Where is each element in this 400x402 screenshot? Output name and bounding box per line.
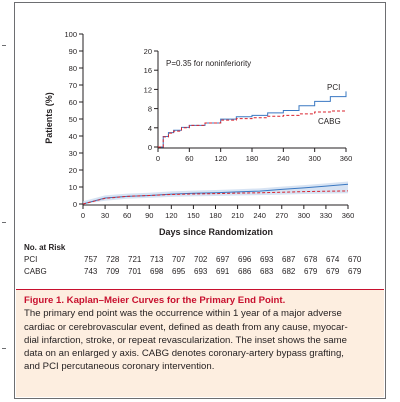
at-risk-cell: 679 [304, 267, 318, 276]
inset-label-pci: PCI [327, 83, 340, 92]
at-risk-cell: 686 [238, 267, 252, 276]
x-tick-label: 60 [123, 211, 131, 220]
km-chart: Patients (%) Days since Randomization 0 1… [44, 30, 356, 237]
caption-line: data on an enlarged y axis. CABG denotes… [24, 348, 344, 360]
inset-x-tick-label: 180 [246, 154, 259, 163]
x-tick-label: 360 [342, 211, 355, 220]
at-risk-cell: 679 [326, 267, 340, 276]
x-tick-label: 150 [187, 211, 200, 220]
margin-mark [2, 45, 6, 46]
caption-line: cardiac or cerebrovascular event, define… [24, 321, 348, 333]
at-risk-cell: 702 [194, 255, 208, 264]
x-tick-label: 120 [165, 211, 178, 220]
inset-x-tick-label: 120 [214, 154, 227, 163]
figure-label: Figure 1. [24, 295, 64, 306]
figure-title: Kaplan–Meier Curves for the Primary End … [66, 295, 286, 306]
at-risk-cell: 721 [128, 255, 142, 264]
inset-x-tick-label: 300 [308, 154, 321, 163]
inset-series [158, 91, 347, 148]
at-risk-values-pci: 757 728 721 713 707 702 697 696 693 687 … [84, 254, 370, 266]
main-series [82, 181, 349, 205]
inset-series-cabg [158, 110, 347, 148]
inset-y-tick-label: 20 [144, 47, 152, 56]
at-risk-cell: 693 [194, 267, 208, 276]
at-risk-cell: 670 [348, 255, 362, 264]
x-tick-label: 0 [81, 211, 85, 220]
y-tick-label: 30 [69, 149, 77, 158]
at-risk-header: No. at Risk [24, 243, 66, 252]
caption-line: The primary end point was the occurrence… [24, 308, 342, 320]
at-risk-cell: 695 [172, 267, 186, 276]
at-risk-table: No. at Risk PCI 757 728 721 713 707 702 … [24, 242, 370, 278]
x-tick-label: 270 [275, 211, 288, 220]
inset-y-tick-label: 4 [148, 124, 152, 133]
at-risk-row-label: CABG [24, 267, 47, 276]
x-tick-label: 330 [320, 211, 333, 220]
y-tick-label: 40 [69, 132, 77, 141]
x-tick-label: 240 [253, 211, 266, 220]
inset-annotation: P=0.35 for noninferiority [166, 59, 251, 68]
at-risk-cell: 701 [128, 267, 142, 276]
inset-x-tick-label: 0 [156, 154, 160, 163]
inset-x-tick-label: 360 [340, 154, 353, 163]
x-tick-label: 210 [231, 211, 244, 220]
at-risk-values-cabg: 743 709 701 698 695 693 691 686 683 682 … [84, 266, 370, 278]
y-tick-label: 100 [64, 30, 77, 39]
inset-x-tick-label: 240 [277, 154, 290, 163]
at-risk-cell: 728 [106, 255, 120, 264]
at-risk-cell: 713 [150, 255, 164, 264]
margin-mark [2, 348, 6, 349]
at-risk-cell: 678 [304, 255, 318, 264]
at-risk-cell: 679 [348, 267, 362, 276]
x-tick-label: 180 [209, 211, 222, 220]
caption-line: dial infarction, stroke, or repeat revas… [24, 334, 347, 346]
inset-background [128, 41, 356, 165]
at-risk-cell: 687 [282, 255, 296, 264]
at-risk-cell: 757 [84, 255, 98, 264]
y-tick-label: 0 [73, 200, 77, 209]
at-risk-cell: 696 [238, 255, 252, 264]
y-tick-label: 20 [69, 166, 77, 175]
y-axis-label: Patients (%) [44, 92, 54, 144]
y-tick-label: 80 [69, 64, 77, 73]
y-tick-label: 70 [69, 81, 77, 90]
at-risk-cell: 691 [216, 267, 230, 276]
at-risk-cell: 693 [260, 255, 274, 264]
at-risk-cell: 707 [172, 255, 186, 264]
y-tick-label: 60 [69, 98, 77, 107]
y-tick-label: 90 [69, 47, 77, 56]
y-tick-label: 10 [69, 183, 77, 192]
at-risk-cell: 682 [282, 267, 296, 276]
inset-y-tick-label: 16 [144, 66, 152, 75]
inset-y-tick-label: 12 [144, 85, 152, 94]
at-risk-cell: 697 [216, 255, 230, 264]
caption-title-line: Figure 1. Kaplan–Meier Curves for the Pr… [24, 294, 376, 307]
inset-y-tick-label: 8 [148, 105, 152, 114]
figure-caption: Figure 1. Kaplan–Meier Curves for the Pr… [16, 289, 384, 397]
inset-x-tick-label: 60 [185, 154, 193, 163]
at-risk-cell: 674 [326, 255, 340, 264]
inset-y-tick-label: 0 [148, 143, 152, 152]
at-risk-row-label: PCI [24, 255, 38, 264]
y-tick-label: 50 [69, 115, 77, 124]
caption-line: and PCI percutaneous coronary interventi… [24, 361, 215, 373]
x-axis-label: Days since Randomization [159, 227, 273, 237]
at-risk-row: PCI 757 728 721 713 707 702 697 696 693 … [24, 254, 370, 266]
at-risk-cell: 709 [106, 267, 120, 276]
inset-label-cabg: CABG [318, 117, 341, 126]
at-risk-cell: 698 [150, 267, 164, 276]
at-risk-cell: 683 [260, 267, 274, 276]
at-risk-cell: 743 [84, 267, 98, 276]
at-risk-row: CABG 743 709 701 698 695 693 691 686 683… [24, 266, 370, 278]
inset-axes: 0 4 8 12 16 20 0 60 120 180 240 300 360 [128, 41, 356, 165]
x-tick-label: 90 [145, 211, 153, 220]
x-tick-label: 300 [298, 211, 311, 220]
main-series-cabg [82, 190, 349, 205]
margin-mark [2, 222, 6, 223]
main-series-pci [82, 183, 349, 205]
x-tick-label: 30 [101, 211, 109, 220]
